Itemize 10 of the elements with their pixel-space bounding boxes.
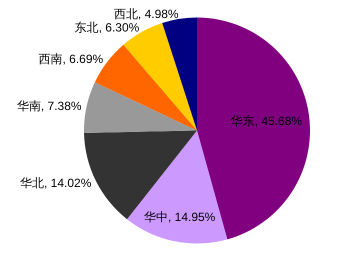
pie-slice — [84, 82, 197, 133]
slice-label: 华中, 14.95% — [144, 210, 216, 224]
slice-label: 华南, 7.38% — [16, 98, 82, 113]
slice-label: 西南, 6.69% — [38, 52, 104, 66]
slice-label: 西北, 4.98% — [114, 6, 179, 21]
slice-label: 东北, 6.30% — [74, 20, 140, 35]
pie-slice — [162, 18, 197, 130]
slice-label: 华东, 45.68% — [230, 114, 302, 128]
slice-label: 华北, 14.02% — [20, 176, 92, 190]
pie-slice — [127, 130, 228, 244]
